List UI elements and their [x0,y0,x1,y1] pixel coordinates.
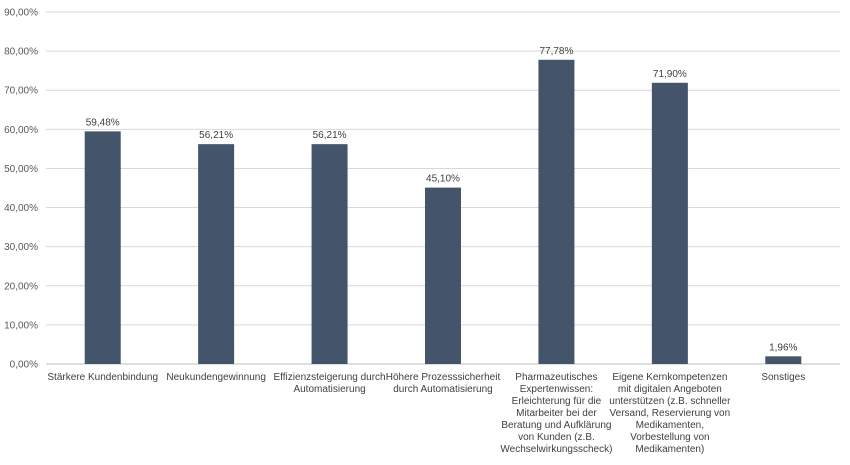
category-label-line: Vorbestellung von [630,432,710,443]
category-label-line: mit digitalen Angeboten [618,384,722,395]
bar [84,131,121,364]
category-label-line: Wechselwirkungsscheck) [500,444,612,455]
category-label-line: Pharmazeutisches [515,372,597,383]
category-label-line: Erleichterung für die [512,396,602,407]
category-label-line: durch Automatisierung [393,384,493,395]
data-label: 56,21% [199,130,233,141]
category-labels: Stärkere Kundenbindung Neukundengewinnung… [47,372,805,455]
category-label-line: Versand, Reservierung von [610,408,731,419]
y-tick-label: 60,00% [4,125,38,136]
category-label: Eigene Kernkompetenzen mit digitalen Ange… [609,372,731,455]
category-label-line: Mitarbeiter bei der [516,408,597,419]
bar [765,356,802,364]
category-label: Effizienzsteigerung durch Automatisierung [274,372,386,395]
category-label-line: Medikamenten) [635,444,704,455]
data-label: 71,90% [653,69,687,80]
bar [425,187,461,364]
data-label: 1,96% [769,342,797,353]
category-label: Neukundengewinnung [166,372,266,383]
category-label: Stärkere Kundenbindung [47,372,158,383]
data-label: 56,21% [313,130,347,141]
category-label-line: Stärkere Kundenbindung [47,372,158,383]
y-axis-ticks: 0,00% 10,00% 20,00% 30,00% 40,00% 50,00% 60,00… [4,8,38,371]
category-label: Höhere Prozesssicherheit durch Automatisi… [386,372,501,395]
category-label-line: Beratung und Aufklärung [501,420,611,431]
category-label-line: Automatisierung [293,384,365,395]
y-tick-label: 20,00% [4,281,38,292]
category-label: Sonstiges [761,372,805,383]
bar [311,144,348,364]
category-label-line: von Kunden (z.B. [518,432,595,443]
category-label: Pharmazeutisches Expertenwissen: Erleichte… [500,372,612,455]
category-label-line: Neukundengewinnung [166,372,266,383]
data-labels: 59,48% 56,21% 56,21% 45,10% 77,78% 71,90% 1,96… [86,46,798,354]
bar [651,82,688,365]
data-label: 77,78% [539,46,573,57]
y-tick-label: 70,00% [4,86,38,97]
bars [84,59,802,365]
y-tick-label: 50,00% [4,164,38,175]
data-label: 45,10% [426,174,460,185]
y-tick-label: 10,00% [4,320,38,331]
y-tick-label: 40,00% [4,203,38,214]
y-tick-label: 30,00% [4,242,38,253]
category-label-line: Effizienzsteigerung durch [274,372,386,383]
y-tick-label: 90,00% [4,8,38,19]
bar [538,59,575,365]
bar [198,144,235,364]
category-label-line: Medikamenten, [636,420,704,431]
y-tick-label: 80,00% [4,47,38,58]
data-label: 59,48% [86,117,120,128]
y-tick-label: 0,00% [10,360,38,371]
category-label-line: Eigene Kernkompetenzen [612,372,727,383]
category-label-line: Höhere Prozesssicherheit [386,372,501,383]
category-label-line: Expertenwissen: [520,384,593,395]
category-label-line: Sonstiges [761,372,805,383]
category-label-line: unterstützen (z.B. schneller [609,396,731,407]
